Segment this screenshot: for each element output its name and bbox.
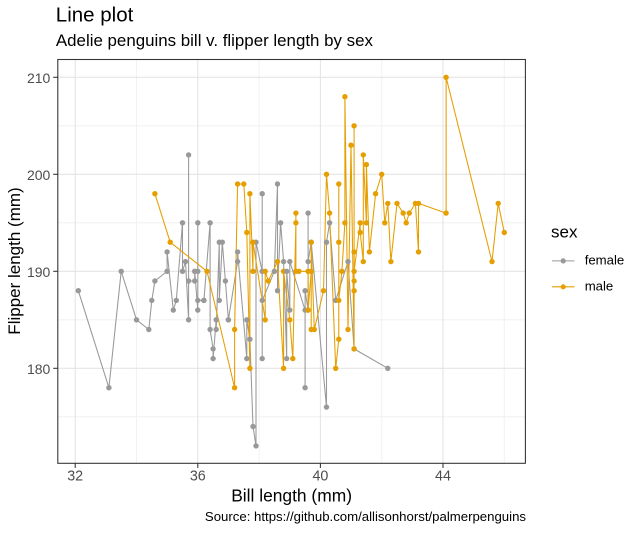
svg-text:40: 40 xyxy=(312,468,328,484)
svg-text:36: 36 xyxy=(190,468,206,484)
svg-text:male: male xyxy=(585,278,614,293)
svg-text:Source: https://github.com/all: Source: https://github.com/allisonhorst/… xyxy=(205,509,526,524)
svg-text:180: 180 xyxy=(27,361,51,377)
svg-text:32: 32 xyxy=(67,468,83,484)
svg-text:sex: sex xyxy=(551,222,578,241)
svg-text:210: 210 xyxy=(27,70,51,86)
svg-text:female: female xyxy=(585,253,625,268)
svg-text:190: 190 xyxy=(27,264,51,280)
svg-text:Flipper length (mm): Flipper length (mm) xyxy=(5,187,24,334)
svg-text:Line plot: Line plot xyxy=(56,4,134,27)
svg-text:44: 44 xyxy=(435,468,451,484)
svg-text:Adelie penguins bill v. flippe: Adelie penguins bill v. flipper length b… xyxy=(56,31,374,50)
svg-text:200: 200 xyxy=(27,167,51,183)
svg-text:Bill length (mm): Bill length (mm) xyxy=(231,486,352,506)
